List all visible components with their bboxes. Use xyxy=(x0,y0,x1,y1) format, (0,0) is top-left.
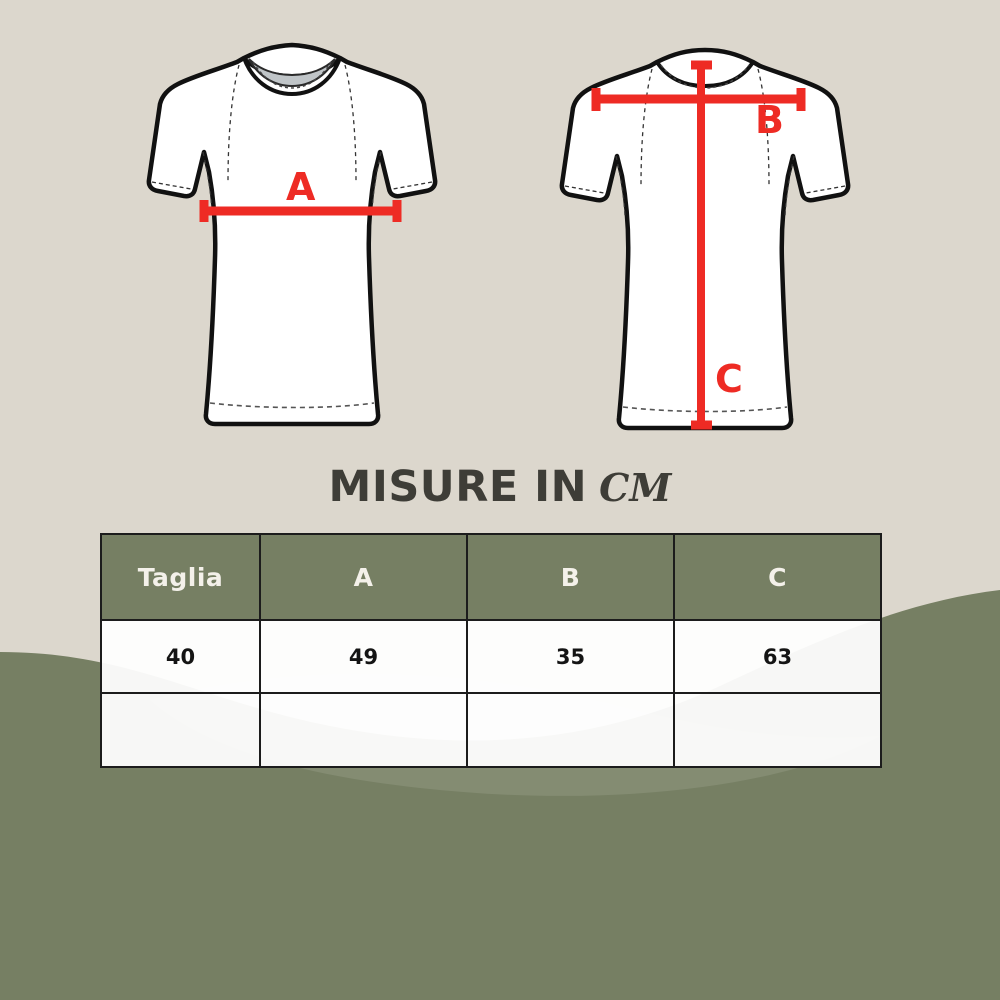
table-cell-a xyxy=(259,692,468,768)
table-header-a: A xyxy=(259,533,468,621)
table-cell-taglia xyxy=(100,692,261,768)
tshirt-front-collar-stitch xyxy=(252,61,332,89)
tshirt-front-shoulder-stitch-left xyxy=(227,64,240,183)
tshirt-front-collar-inner xyxy=(248,58,336,88)
chart-title: MISURE IN CM xyxy=(0,462,1000,512)
tshirt-back-illustration xyxy=(559,47,851,431)
table-row: 40 49 35 63 xyxy=(100,619,882,694)
measure-line-b xyxy=(591,88,806,111)
tshirt-front-shoulder-stitch-right xyxy=(344,64,357,183)
table-cell-taglia: 40 xyxy=(100,619,261,694)
table-cell-a: 49 xyxy=(259,619,468,694)
table-header-taglia: Taglia xyxy=(100,533,261,621)
size-table: Taglia A B C 40 49 35 63 xyxy=(100,533,882,768)
measure-line-a xyxy=(199,200,402,222)
table-header-row: Taglia A B C xyxy=(100,533,882,621)
table-cell-c xyxy=(673,692,882,768)
tshirt-back-shoulder-stitch-right xyxy=(757,68,770,187)
measure-label-a: A xyxy=(286,165,316,209)
table-row xyxy=(100,692,882,768)
tshirt-back-neckline-stitch xyxy=(660,64,750,89)
table-cell-b xyxy=(466,692,675,768)
tshirt-front-bottom-hem-stitch xyxy=(209,402,375,409)
table-header-b: B xyxy=(466,533,675,621)
tshirt-back-shoulder-stitch-left xyxy=(640,68,653,187)
tshirt-front-illustration xyxy=(146,42,438,427)
tshirt-back-bottom-hem-stitch xyxy=(622,406,788,413)
title-unit-text: CM xyxy=(599,465,672,510)
table-cell-b: 35 xyxy=(466,619,675,694)
title-main-text: MISURE IN xyxy=(328,462,588,512)
table-cell-c: 63 xyxy=(673,619,882,694)
tshirt-front-body xyxy=(146,42,438,427)
measure-label-b: B xyxy=(755,98,784,142)
table-header-c: C xyxy=(673,533,882,621)
measure-line-c xyxy=(691,60,712,430)
measure-label-c: C xyxy=(715,357,743,401)
